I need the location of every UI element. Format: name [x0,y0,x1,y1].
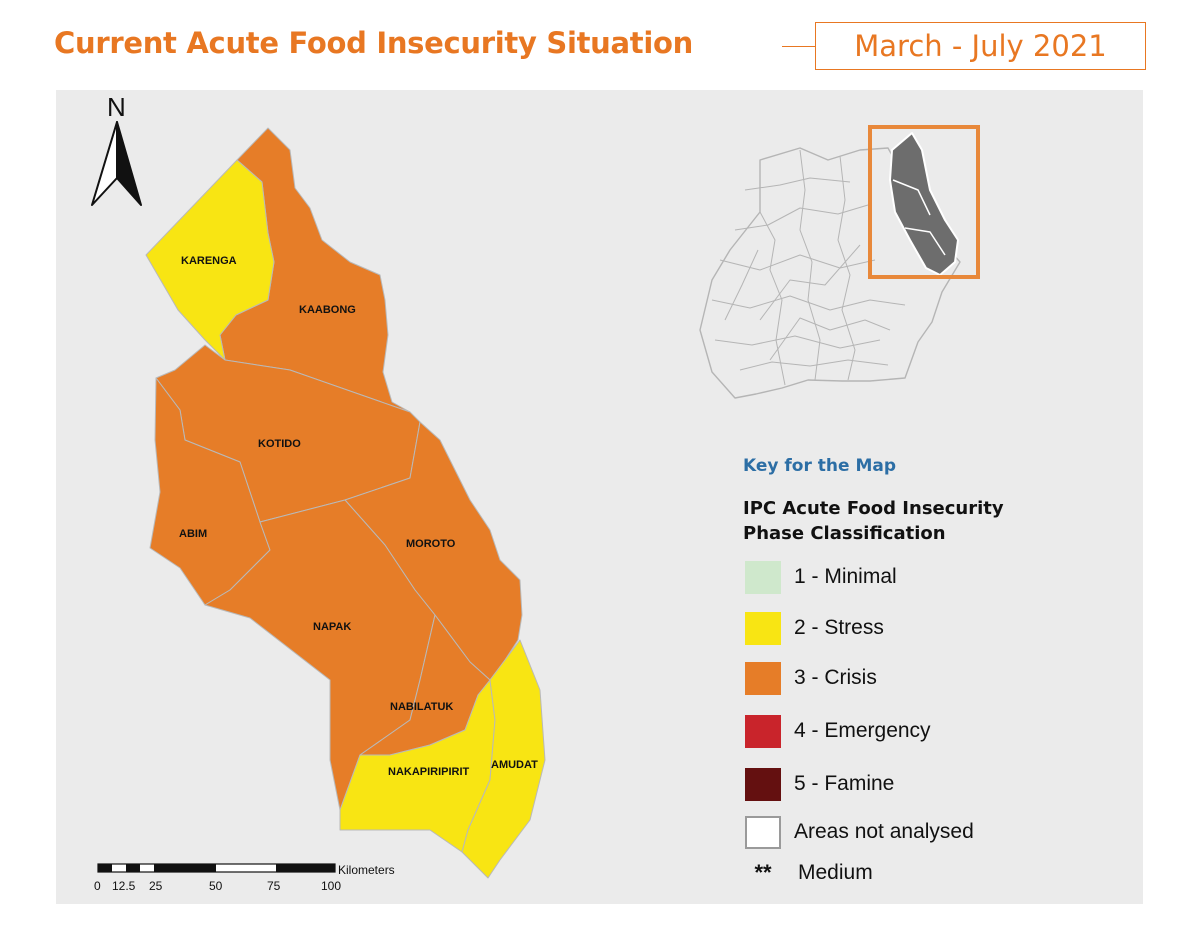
swatch-emergency [745,714,781,748]
scale-unit-label: Kilometers [338,863,395,877]
legend-label-famine: 5 - Famine [794,772,895,795]
label-abim: ABIM [179,528,207,540]
legend-item-not-analysed: Areas not analysed [745,815,974,849]
inset-highlight-box [868,125,980,279]
legend-label-emergency: 4 - Emergency [794,719,931,742]
legend-label-crisis: 3 - Crisis [794,666,877,689]
legend-item-emergency: 4 - Emergency [745,714,931,748]
scale-bar: Kilometers 0 12.5 25 50 75 100 [94,863,395,893]
scale-tick-0: 0 [94,879,101,893]
legend-item-famine: 5 - Famine [745,767,894,801]
swatch-stress [745,611,781,645]
label-kotido: KOTIDO [258,438,301,450]
legend-item-minimal: 1 - Minimal [745,560,897,594]
legend-item-crisis: 3 - Crisis [745,661,877,695]
confidence-symbol: ** [754,860,772,885]
district-layer [145,127,546,879]
scale-tick-12-5: 12.5 [112,879,136,893]
north-label: N [107,92,126,122]
confidence-label: Medium [798,861,873,884]
legend-subtitle: IPC Acute Food Insecurity Phase Classifi… [743,496,1004,546]
label-amudat: AMUDAT [491,759,538,771]
district-karenga[interactable] [145,159,275,361]
map-title: Current Acute Food Insecurity Situation [54,26,693,60]
legend-item-confidence: ** Medium [745,856,873,890]
label-kaabong: KAABONG [299,304,356,316]
swatch-minimal [745,560,781,594]
legend-subtitle-line1: IPC Acute Food Insecurity [743,498,1004,519]
legend-label-not-analysed: Areas not analysed [794,820,974,843]
label-karenga: KARENGA [181,255,237,267]
label-moroto: MOROTO [406,538,456,550]
swatch-famine [745,767,781,801]
scale-tick-100: 100 [321,879,341,893]
uganda-inset-map [699,132,961,399]
legend-label-stress: 2 - Stress [794,616,884,639]
legend-subtitle-line2: Phase Classification [743,523,946,544]
label-napak: NAPAK [313,621,351,633]
period-box: March - July 2021 [815,22,1146,70]
label-nabilatuk: NABILATUK [390,701,453,713]
legend-heading: Key for the Map [743,456,897,476]
north-arrow-icon: N [91,92,142,206]
scale-tick-50: 50 [209,879,223,893]
legend-label-minimal: 1 - Minimal [794,565,897,588]
scale-tick-75: 75 [267,879,281,893]
scale-tick-25: 25 [149,879,163,893]
legend-item-stress: 2 - Stress [745,611,884,645]
period-label: March - July 2021 [854,29,1107,63]
swatch-not-analysed [745,815,781,849]
swatch-crisis [745,661,781,695]
district-labels: KARENGA KAABONG KOTIDO ABIM MOROTO NAPAK… [179,255,538,778]
title-connector-line [782,46,816,47]
district-amudat[interactable] [461,639,546,879]
label-nakapiripirit: NAKAPIRIPIRIT [388,766,470,778]
